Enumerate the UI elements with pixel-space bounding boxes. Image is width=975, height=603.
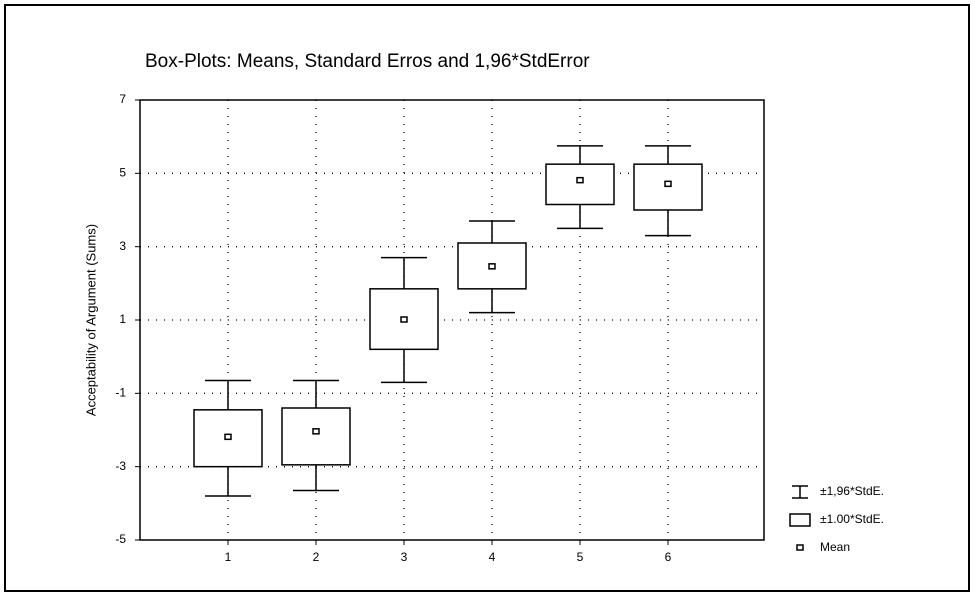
mean-marker — [576, 176, 584, 184]
mean-marker — [224, 433, 232, 441]
y-tick-label: -5 — [115, 532, 126, 546]
x-tick-label: 3 — [401, 550, 408, 564]
y-tick-label: 5 — [119, 166, 126, 180]
y-tick-label: 3 — [119, 239, 126, 253]
y-tick-label: -1 — [115, 386, 126, 400]
chart-title: Box-Plots: Means, Standard Erros and 1,9… — [145, 51, 590, 72]
legend-label: ±1.00*StdE. — [820, 512, 884, 526]
frame — [4, 4, 970, 592]
legend-label: ±1,96*StdE. — [820, 484, 884, 498]
mean-marker — [400, 316, 408, 323]
legend-box — [789, 513, 811, 527]
mean-marker — [312, 428, 320, 435]
y-axis-label: Acceptability of Argument (Sums) — [83, 224, 98, 416]
mean-marker — [664, 180, 672, 188]
x-tick-label: 2 — [313, 550, 320, 564]
box — [457, 242, 527, 290]
box — [369, 288, 439, 351]
box — [633, 163, 703, 211]
mean-marker — [488, 263, 496, 270]
y-tick-label: -3 — [115, 459, 126, 473]
x-tick-label: 6 — [665, 550, 672, 564]
legend-label: Mean — [820, 540, 850, 554]
x-tick-label: 5 — [577, 550, 584, 564]
box — [193, 409, 263, 468]
box — [545, 163, 615, 206]
box — [281, 407, 351, 466]
x-tick-label: 1 — [225, 550, 232, 564]
y-tick-label: 1 — [119, 312, 126, 326]
y-tick-label: 7 — [119, 92, 126, 106]
x-tick-label: 4 — [489, 550, 496, 564]
legend-mean — [796, 544, 804, 551]
